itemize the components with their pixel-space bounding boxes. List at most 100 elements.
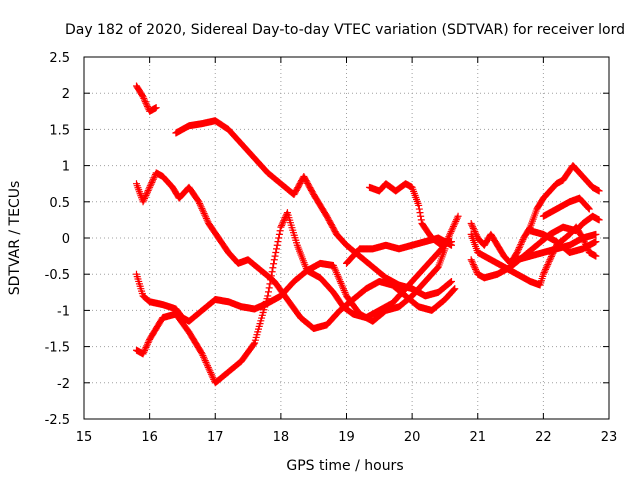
data-point: [200, 209, 208, 217]
data-point: [204, 363, 212, 371]
data-point: [144, 187, 152, 195]
gridlines: [84, 57, 609, 419]
data-point: [595, 187, 603, 195]
data-point: [152, 104, 160, 112]
series-track-f: [365, 180, 455, 249]
data-point: [200, 355, 208, 363]
data-point: [142, 343, 150, 351]
data-point: [141, 345, 149, 353]
data-point: [453, 216, 461, 224]
data-point: [206, 367, 214, 375]
plot-border: [83, 56, 610, 420]
data-point: [207, 370, 215, 378]
data-point: [143, 190, 151, 198]
data-point: [143, 188, 151, 196]
data-point: [143, 101, 151, 109]
series-track-h: [467, 162, 603, 267]
data-point: [140, 94, 148, 102]
series-track-k: [513, 230, 600, 264]
data-point: [518, 239, 525, 247]
data-point: [446, 229, 454, 237]
data-point: [142, 191, 150, 199]
data-point: [278, 222, 286, 230]
series-track-g: [343, 234, 455, 267]
data-point: [415, 201, 423, 209]
data-point: [203, 360, 211, 368]
data-point: [198, 350, 206, 358]
axis-frame: [83, 56, 610, 420]
data-point: [204, 362, 212, 370]
data-point: [540, 269, 548, 277]
data-point: [544, 261, 552, 269]
data-point: [270, 260, 278, 268]
data-point: [280, 217, 288, 225]
x-tick-label: 20: [404, 430, 421, 445]
data-point: [203, 216, 211, 224]
y-tick-label: -0.5: [45, 268, 70, 283]
data-point: [541, 267, 549, 275]
data-point: [281, 215, 289, 223]
data-point: [197, 203, 205, 211]
data-point: [454, 212, 462, 220]
x-tick-label: 23: [601, 430, 618, 445]
data-point: [277, 223, 285, 231]
data-point: [592, 238, 600, 246]
data-point: [273, 245, 280, 253]
data-point: [143, 342, 151, 350]
data-point: [202, 358, 210, 366]
data-point: [415, 205, 423, 213]
y-tick-label: 1.5: [49, 123, 70, 138]
data-point: [450, 221, 458, 229]
data-point: [144, 339, 152, 347]
data-point: [199, 352, 207, 360]
data-point: [146, 182, 154, 190]
data-point: [584, 203, 592, 211]
data-point: [265, 284, 273, 292]
data-point: [592, 230, 600, 238]
data-point: [517, 240, 525, 248]
x-tick-label: 18: [273, 430, 290, 445]
data-point: [141, 98, 149, 106]
data-point: [471, 264, 479, 272]
data-point: [139, 93, 147, 101]
y-tick-label: -2: [57, 377, 70, 392]
data-point: [275, 230, 283, 238]
data-point: [516, 242, 524, 250]
x-tick-label: 19: [338, 430, 355, 445]
data-point: [202, 213, 210, 221]
data-point: [146, 183, 154, 191]
x-tick-label: 15: [76, 430, 93, 445]
data-point: [202, 215, 210, 223]
data-point: [546, 256, 554, 264]
data-point: [468, 257, 476, 265]
data-point: [275, 234, 283, 242]
series-track-m: [526, 227, 600, 256]
data-point: [450, 286, 458, 294]
chart-title: Day 182 of 2020, Sidereal Day-to-day VTE…: [65, 22, 625, 38]
data-point: [469, 224, 477, 232]
data-point: [278, 220, 286, 228]
data-point: [472, 229, 480, 237]
y-tick-label: 0.5: [49, 196, 70, 211]
data-point: [446, 279, 454, 287]
data-point: [451, 219, 459, 227]
data-point: [469, 223, 477, 231]
series-track-l: [539, 194, 593, 220]
data-point: [467, 256, 475, 264]
data-point: [264, 292, 272, 300]
data-point: [447, 278, 455, 286]
data-point: [518, 237, 526, 245]
y-axis-label: SDTVAR / TECUs: [7, 181, 23, 296]
y-tick-label: -2.5: [45, 413, 70, 428]
data-point: [515, 245, 523, 253]
data-point: [513, 248, 521, 256]
data-point: [196, 199, 204, 207]
data-point: [273, 241, 281, 249]
data-point: [452, 217, 460, 225]
data-point: [470, 226, 478, 234]
data-point: [449, 224, 457, 232]
data-point: [201, 211, 209, 219]
data-point: [592, 252, 600, 260]
data-point: [543, 262, 551, 270]
